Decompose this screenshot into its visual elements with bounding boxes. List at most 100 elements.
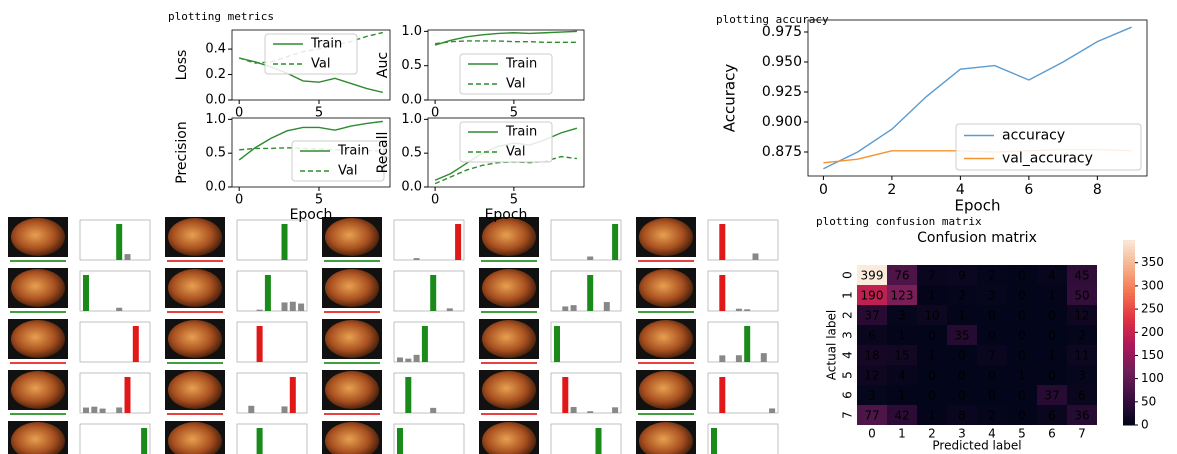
y-tick-label: 0.0 <box>401 180 422 195</box>
colorbar-step <box>1123 320 1135 324</box>
caption-line <box>638 260 694 262</box>
mini-bar <box>257 310 263 311</box>
caption-line <box>167 413 223 415</box>
fundus-image <box>11 218 65 256</box>
y-axis-label: Actual label <box>825 310 839 380</box>
mini-chart-frame <box>237 271 307 311</box>
colorbar-step <box>1123 388 1135 392</box>
colorbar-step <box>1123 397 1135 401</box>
mini-bar <box>116 407 122 413</box>
mini-bar <box>397 428 403 454</box>
cell-label: 1 <box>1048 349 1056 363</box>
mini-bar <box>290 377 296 413</box>
mini-bar <box>719 377 725 413</box>
caption-line <box>167 362 223 364</box>
mini-bar <box>397 357 403 362</box>
mini-bar <box>736 309 742 311</box>
mini-bar <box>248 406 254 413</box>
colorbar-step <box>1123 280 1135 284</box>
colorbar-step <box>1123 385 1135 389</box>
mini-bar <box>562 377 568 413</box>
colorbar-step <box>1123 410 1135 414</box>
cell-label: 1 <box>928 289 936 303</box>
fundus-image <box>168 371 222 409</box>
mini-bar <box>125 254 131 260</box>
mini-chart-frame <box>708 373 778 413</box>
mini-chart-frame <box>708 322 778 362</box>
colorbar-step <box>1123 416 1135 420</box>
x-tick-label: 0 <box>431 193 439 208</box>
colorbar-step <box>1123 262 1135 266</box>
fundus-image <box>639 269 693 307</box>
colorbar-step <box>1123 311 1135 315</box>
colorbar-step <box>1123 345 1135 349</box>
cell-label: 6 <box>1048 409 1056 423</box>
y-tick-label: 0.900 <box>762 114 802 130</box>
chart-title: Confusion matrix <box>917 230 1037 246</box>
cell-label: 8 <box>958 409 966 423</box>
x-tick-label: 1 <box>898 427 906 441</box>
mini-bar <box>125 377 131 413</box>
mini-chart-frame <box>237 424 307 454</box>
colorbar-step <box>1123 379 1135 383</box>
mini-chart-frame <box>708 271 778 311</box>
mini-bar <box>744 309 750 311</box>
colorbar-step <box>1123 240 1135 244</box>
x-tick-label: 0 <box>819 182 828 198</box>
caption-line <box>638 413 694 415</box>
caption-line <box>638 311 694 313</box>
colorbar-step <box>1123 342 1135 346</box>
cell-label: 0 <box>1048 369 1056 383</box>
x-tick-label: 5 <box>315 193 323 208</box>
cell-label: 1 <box>1018 369 1026 383</box>
caption-line <box>324 260 380 262</box>
cell-label: 76 <box>894 269 909 283</box>
colorbar-step <box>1123 274 1135 278</box>
cell-label: 3 <box>868 389 876 403</box>
fundus-image <box>168 218 222 256</box>
cell-label: 190 <box>861 289 884 303</box>
mini-bar <box>571 407 577 413</box>
x-tick-label: 8 <box>1093 182 1102 198</box>
mini-bar <box>761 353 767 362</box>
cell-label: 42 <box>894 409 909 423</box>
caption-line <box>167 260 223 262</box>
colorbar-step <box>1123 265 1135 269</box>
mini-bar <box>116 224 122 260</box>
cell-label: 3 <box>1078 369 1086 383</box>
y-axis-label: Precision <box>174 121 190 183</box>
mini-chart-frame <box>708 424 778 454</box>
mini-bar <box>587 411 593 413</box>
caption-line <box>10 311 66 313</box>
cell-label: 18 <box>864 349 879 363</box>
colorbar-step <box>1123 277 1135 281</box>
cell-label: 12 <box>1074 309 1089 323</box>
colorbar-step <box>1123 394 1135 398</box>
y-tick-label: 0.5 <box>401 58 422 73</box>
cell-label: 0 <box>928 389 936 403</box>
mini-chart-frame <box>394 271 464 311</box>
cell-label: 0 <box>958 389 966 403</box>
mini-chart-frame <box>394 424 464 454</box>
colorbar-tick-label: 250 <box>1141 302 1164 316</box>
caption-line <box>481 362 537 364</box>
mini-bar <box>571 305 577 311</box>
data-line <box>435 41 577 44</box>
caption: plotting confusion matrix <box>816 215 982 228</box>
colorbar-step <box>1123 391 1135 395</box>
y-axis-label: Accuracy <box>721 64 739 133</box>
fundus-image <box>11 269 65 307</box>
mini-bar <box>612 224 618 260</box>
colorbar-step <box>1123 376 1135 380</box>
y-axis-label: Recall <box>375 132 391 174</box>
fundus-image <box>325 269 379 307</box>
mini-chart-frame <box>551 424 621 454</box>
mini-bar <box>554 326 560 362</box>
mini-bar <box>711 428 717 454</box>
mini-bar <box>769 408 775 413</box>
fundus-image <box>482 218 536 256</box>
legend-label: val_accuracy <box>1002 151 1093 167</box>
x-axis-label: Epoch <box>290 207 333 223</box>
x-axis-label: Epoch <box>485 207 528 223</box>
cell-label: 0 <box>1018 409 1026 423</box>
